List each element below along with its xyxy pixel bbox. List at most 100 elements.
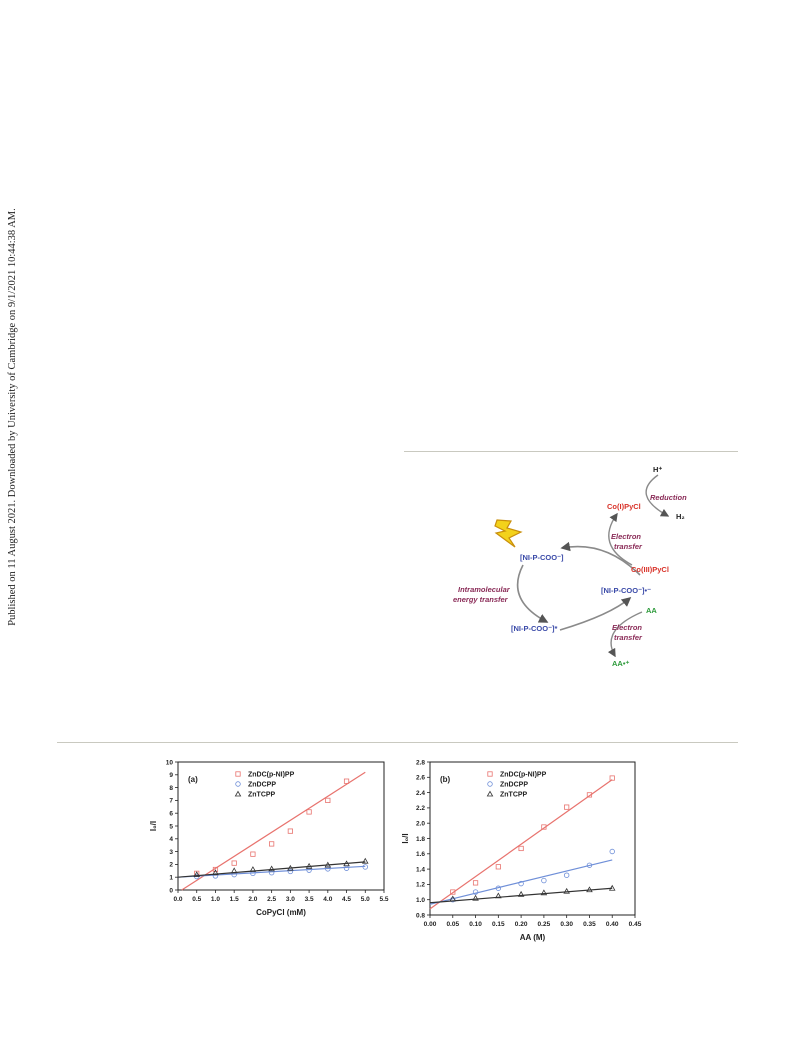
data-point: [268, 870, 275, 876]
data-point: [563, 872, 570, 878]
data-point: [586, 886, 593, 893]
node-radical: [NI-P-COO⁻]•⁻: [601, 586, 651, 595]
data-point: [268, 865, 275, 872]
data-point: [495, 864, 501, 870]
x-tick-label: 5.5: [379, 896, 388, 903]
y-axis-label: I₀/I: [150, 821, 158, 831]
y-tick-label: 1.6: [416, 851, 425, 858]
data-point: [212, 869, 219, 876]
data-point: [230, 867, 238, 874]
x-tick-label: 4.0: [323, 896, 332, 903]
y-tick-label: 1.0: [416, 897, 425, 904]
y-tick-label: 5: [169, 823, 173, 830]
x-axis-label: CoPyCl (mM): [256, 908, 306, 917]
legend-marker: [486, 790, 494, 797]
x-axis-label: AA (M): [520, 933, 546, 942]
label-intramolecular-2: energy transfer: [453, 595, 509, 604]
data-point: [540, 889, 548, 896]
label-et-top-1: Electron: [611, 532, 641, 541]
node-co1: Co(I)PyCl: [607, 502, 641, 511]
data-point: [541, 877, 547, 884]
y-tick-label: 0.8: [416, 912, 425, 919]
x-tick-label: 4.5: [342, 896, 351, 903]
data-point: [212, 866, 219, 873]
data-point: [343, 860, 350, 867]
panel-label: (a): [188, 775, 198, 784]
node-aa-plus: AA•⁺: [612, 659, 629, 668]
x-tick-label: 1.5: [230, 896, 239, 903]
legend-label: ZnDC(p-NI)PP: [248, 772, 295, 779]
arrow-electron-transfer-bottom: [559, 596, 632, 631]
x-tick-label: 5.0: [361, 896, 370, 903]
data-point: [518, 845, 524, 852]
data-point: [193, 871, 201, 878]
x-tick-label: 0.10: [469, 921, 482, 928]
legend-label: ZnTCPP: [500, 792, 528, 799]
node-aa: AA: [646, 606, 657, 615]
x-tick-label: 3.0: [286, 896, 295, 903]
data-point: [343, 865, 350, 871]
divider-middle: [57, 742, 738, 743]
node-h2: H₂: [676, 512, 685, 521]
label-intramolecular-1: Intramolecular: [458, 585, 511, 594]
data-point: [287, 864, 294, 871]
y-tick-label: 2.6: [416, 775, 425, 782]
y-tick-label: 9: [169, 772, 173, 779]
data-point: [324, 861, 332, 868]
node-co3: Co(III)PyCl: [631, 565, 669, 574]
y-tick-label: 1.8: [416, 836, 425, 843]
data-point: [325, 866, 331, 872]
fit-line: [181, 771, 366, 891]
lightning-icon: [494, 519, 523, 548]
data-point: [472, 889, 479, 895]
x-tick-label: 2.5: [267, 896, 276, 903]
chart-b: 0.00 0.05 0.10 0.15 0.20 0.25 0.30 0.35 0.40 0.45…: [401, 759, 642, 942]
data-point: [472, 880, 479, 886]
data-point: [609, 848, 615, 855]
y-tick-label: 6: [169, 811, 173, 818]
data-point: [362, 864, 368, 870]
node-h-plus: H⁺: [653, 465, 662, 474]
data-point: [586, 862, 593, 868]
arrow-energy-transfer: [516, 564, 549, 623]
data-point: [343, 778, 350, 784]
node-ground: [NI-P-COO⁻]: [520, 553, 564, 562]
data-point: [586, 792, 593, 798]
legend-label: ZnTCPP: [248, 792, 276, 799]
legend-marker: [487, 781, 493, 787]
y-tick-label: 3: [169, 849, 173, 856]
data-point: [287, 868, 294, 875]
legend-marker: [487, 771, 493, 777]
fit-line: [429, 887, 613, 904]
x-tick-label: 3.5: [305, 896, 314, 903]
data-point: [608, 884, 616, 891]
label-reduction: Reduction: [650, 493, 687, 502]
x-tick-label: 0.0: [173, 896, 182, 903]
panel-label: (b): [440, 775, 451, 784]
x-tick-label: 0.35: [583, 921, 596, 928]
data-point: [287, 828, 293, 834]
data-point: [450, 889, 456, 895]
y-tick-label: 2.4: [416, 790, 425, 797]
chart-a: 0.0 0.5 1.0 1.5 2.0 2.5 3.0 3.5 4.0 4.5 5.0 5.5 0 1 2 3…: [150, 759, 389, 917]
data-point: [250, 851, 256, 857]
x-tick-label: 0.25: [538, 921, 551, 928]
y-tick-label: 1: [169, 875, 173, 882]
data-point: [249, 866, 257, 872]
x-tick-label: 0.20: [515, 921, 528, 928]
label-et-bottom-2: transfer: [614, 633, 643, 642]
y-tick-label: 2.0: [416, 821, 425, 828]
x-tick-label: 0.5: [192, 896, 201, 903]
y-tick-label: 0: [169, 887, 173, 894]
y-tick-label: 1.2: [416, 882, 425, 889]
data-point: [564, 804, 570, 810]
legend-marker: [234, 790, 242, 797]
data-point: [361, 857, 369, 864]
fit-line: [429, 779, 613, 910]
data-point: [541, 824, 547, 830]
label-et-bottom-1: Electron: [612, 623, 642, 632]
legend-label: ZnDCPP: [248, 782, 276, 789]
y-tick-label: 10: [166, 759, 174, 766]
y-tick-label: 4: [169, 836, 173, 843]
data-point: [517, 890, 525, 897]
